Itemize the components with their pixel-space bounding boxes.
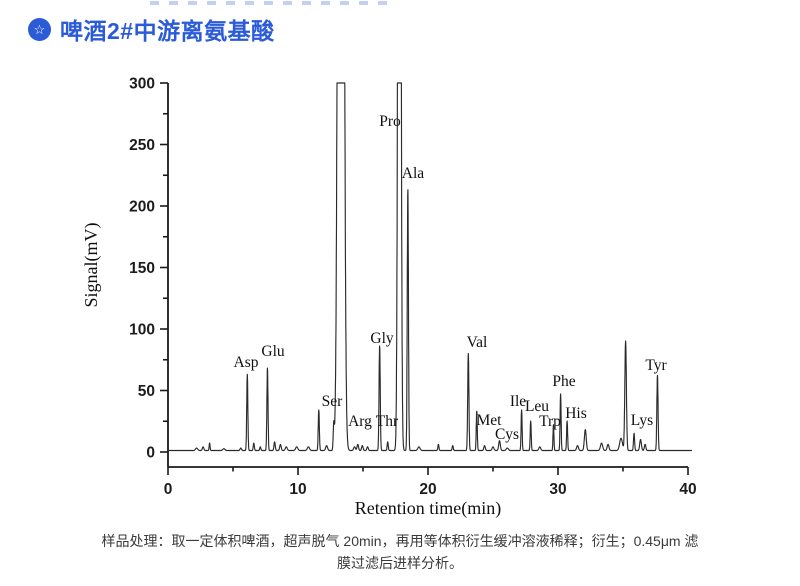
x-tick-label: 40 — [679, 481, 696, 498]
peak-label-lys: Lys — [631, 412, 653, 429]
peak-label-ala: Ala — [402, 165, 425, 182]
y-tick-label: 150 — [129, 260, 155, 277]
peak-label-tyr: Tyr — [645, 357, 667, 374]
star-badge-icon: ☆ — [28, 17, 51, 41]
y-tick-label: 50 — [138, 383, 155, 400]
x-tick-label: 30 — [549, 481, 566, 498]
peak-label-ile: Ile — [510, 393, 526, 410]
caption-line-2: 膜过滤后进样分析。 — [337, 554, 463, 571]
y-tick-label: 100 — [129, 322, 155, 339]
peak-label-glu: Glu — [261, 343, 285, 360]
x-tick-label: 0 — [164, 481, 173, 498]
caption-line-1: 样品处理：取一定体积啤酒，超声脱气 20min，再用等体积衍生缓冲溶液稀释；衍生… — [101, 533, 699, 549]
page-header: ☆ 啤酒2#中游离氨基酸 — [28, 12, 275, 46]
y-tick-label: 300 — [129, 76, 155, 93]
peak-label-his: His — [565, 405, 587, 422]
y-tick-label: 200 — [129, 199, 155, 216]
clipped-text-artifact — [150, 1, 395, 5]
peak-label-thr: Thr — [376, 413, 399, 430]
peak-label-phe: Phe — [552, 373, 575, 390]
chromatogram-figure: 0 50 100 150 200 250 300 0 10 20 30 40 Retention tim… — [0, 60, 800, 530]
peak-label-trp: Trp — [539, 413, 561, 430]
y-tick-label: 250 — [129, 137, 155, 154]
x-tick-label: 10 — [289, 481, 306, 498]
page-title: 啤酒2#中游离氨基酸 — [60, 18, 275, 44]
sample-prep-caption: 样品处理：取一定体积啤酒，超声脱气 20min，再用等体积衍生缓冲溶液稀释；衍生… — [0, 531, 800, 574]
peak-label-pro: Pro — [379, 113, 401, 130]
peak-label-gly: Gly — [370, 330, 394, 347]
peak-label-ser: Ser — [322, 393, 344, 410]
chromatogram-trace — [167, 82, 693, 452]
y-tick-label: 0 — [146, 445, 155, 462]
x-tick-label: 20 — [419, 481, 436, 498]
y-axis-title: Signal(mV) — [81, 223, 102, 308]
peak-label-arg: Arg — [348, 413, 372, 430]
x-axis-title: Retention time(min) — [355, 498, 501, 519]
peak-label-asp: Asp — [234, 354, 259, 371]
peak-label-cys: Cys — [495, 426, 519, 443]
peak-label-met: Met — [477, 412, 503, 429]
peak-label-val: Val — [467, 334, 488, 351]
chromatogram-plot: 0 50 100 150 200 250 300 0 10 20 30 40 Retention tim… — [81, 76, 697, 520]
peak-label-leu: Leu — [525, 398, 549, 415]
